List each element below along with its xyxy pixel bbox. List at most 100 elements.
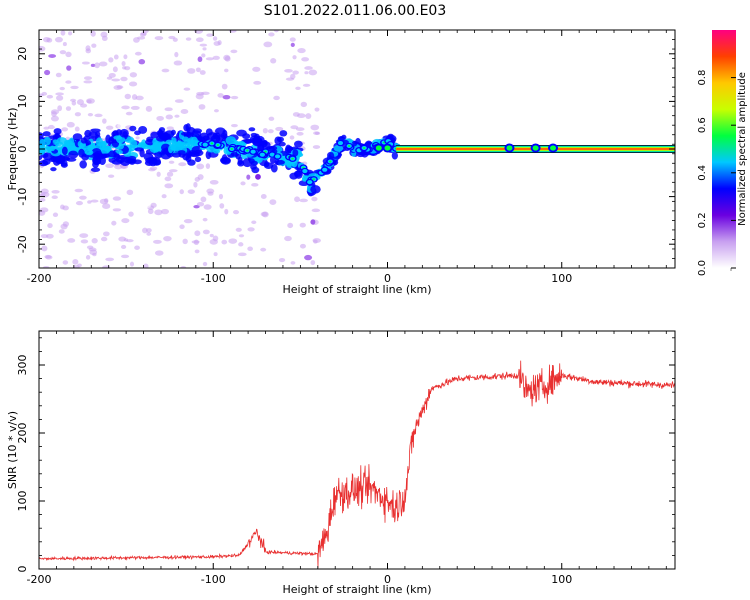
spectrogram-faint-blob xyxy=(94,62,100,69)
spectrogram-faint-blob xyxy=(278,257,286,263)
spectrogram-faint-blob xyxy=(90,30,96,37)
spectrogram-ridge-blob xyxy=(225,136,236,145)
spectrogram-faint-blob xyxy=(133,37,140,43)
spectrogram-faint-blob xyxy=(253,80,262,85)
spectrogram-faint-blob xyxy=(207,191,214,196)
spectrogram-faint-blob xyxy=(123,238,129,242)
spectrogram-faint-blob xyxy=(198,104,206,110)
spectrogram-faint-blob xyxy=(99,198,109,205)
spectrogram-faint-blob xyxy=(238,234,245,238)
spectrogram-ridge-blob xyxy=(63,139,73,145)
spectrogram-ridge-blob xyxy=(137,142,147,148)
spectrogram-peak-inner xyxy=(269,152,275,157)
spectrogram-faint-blob xyxy=(108,57,114,63)
spectrogram-faint-blob xyxy=(59,86,65,91)
spectrogram-ridge-blob xyxy=(134,130,141,136)
spectrogram-faint-blob xyxy=(128,211,134,217)
spectrogram-ridge-blob xyxy=(144,160,154,166)
spectrogram-faint-blob xyxy=(86,245,94,250)
spectrogram-faint-blob xyxy=(197,56,203,63)
spectrogram-faint-blob xyxy=(138,59,146,65)
spectrogram-faint-blob xyxy=(123,54,128,60)
spectrogram-faint-blob xyxy=(134,51,142,56)
spectrogram-faint-blob xyxy=(284,235,292,242)
spectrogram-faint-blob xyxy=(90,63,96,67)
spectrogram-faint-blob xyxy=(143,203,151,209)
colorbar-tick-label: 0.4 xyxy=(697,165,708,181)
spectrogram-faint-blob xyxy=(174,51,179,58)
spectrogram-peak-core xyxy=(210,142,214,145)
snr-ytick-label: 300 xyxy=(16,355,29,376)
spectrogram-ridge-blob xyxy=(183,124,189,132)
spectrogram-faint-blob xyxy=(65,106,72,111)
spectrogram-ridge-blob xyxy=(219,156,231,164)
spectrogram-ridge-blob xyxy=(192,149,204,157)
spectrogram-faint-blob xyxy=(39,45,46,52)
spectrogram-ridge-blob xyxy=(79,142,87,149)
snr-xtick-label: 100 xyxy=(551,573,572,586)
spectrogram-faint-blob xyxy=(62,221,70,227)
spectrogram-faint-blob xyxy=(105,257,115,262)
spectrogram-faint-blob xyxy=(202,229,210,235)
spectrogram-ridge-blob xyxy=(275,159,285,165)
spectrogram-ridge-blob xyxy=(262,140,268,145)
spectrogram-faint-blob xyxy=(161,208,170,215)
spectrogram-faint-blob xyxy=(101,35,108,41)
spectrogram-peak-inner xyxy=(322,167,328,172)
spectrogram-ridge-blob xyxy=(72,133,83,141)
spectrogram-faint-blob xyxy=(292,55,297,60)
spectrogram-faint-blob xyxy=(124,93,131,100)
spectrogram-ridge-blob xyxy=(47,135,59,140)
spectrogram-faint-blob xyxy=(199,43,208,47)
spectrogram-faint-blob xyxy=(142,227,148,234)
spectrogram-ridge-blob xyxy=(79,160,87,169)
spectrogram-xlabel: Height of straight line (km) xyxy=(282,283,431,296)
spectrogram-faint-blob xyxy=(268,32,275,37)
spectrogram-faint-blob xyxy=(140,32,147,36)
spectrogram-faint-blob xyxy=(269,199,277,206)
spectrogram-faint-blob xyxy=(55,72,62,78)
spectrogram-ridge-blob xyxy=(80,137,88,144)
spectrogram-faint-blob xyxy=(289,37,296,42)
spectrogram-faint-blob xyxy=(90,199,99,203)
spectrogram-faint-blob xyxy=(117,123,125,129)
spectrogram-faint-blob xyxy=(194,30,204,34)
spectrogram-peak-inner xyxy=(337,141,344,146)
spectrogram-faint-blob xyxy=(150,202,157,208)
spectrogram-faint-blob xyxy=(187,68,196,74)
spectrogram-faint-blob xyxy=(55,92,64,96)
spectrogram-faint-blob xyxy=(202,217,208,222)
spectrogram-faint-blob xyxy=(168,160,175,164)
spectrogram-faint-blob xyxy=(221,239,228,245)
spectrogram-faint-blob xyxy=(179,189,184,195)
spectrogram-faint-blob xyxy=(183,87,191,91)
spectrogram-ridge-blob xyxy=(39,138,46,148)
spectrogram-faint-blob xyxy=(310,124,320,131)
spectrogram-faint-blob xyxy=(217,40,222,46)
spectrogram-ridge-blob xyxy=(337,136,346,141)
spectrogram-faint-blob xyxy=(129,261,135,267)
spectrogram-faint-blob xyxy=(310,219,316,225)
spectrogram-faint-blob xyxy=(205,57,214,61)
spectrogram-faint-blob xyxy=(112,66,118,73)
spectrogram-faint-blob xyxy=(145,105,153,112)
spectrogram-ytick-label: 10 xyxy=(16,94,29,108)
spectrogram-ridge-blob xyxy=(231,151,239,157)
colorbar-label: Normalized spectral amplitude xyxy=(737,72,748,226)
spectrogram-faint-blob xyxy=(166,171,174,177)
spectrogram-ridge-blob xyxy=(222,129,228,138)
spectrogram-faint-blob xyxy=(111,220,117,226)
spectrogram-ridge-blob xyxy=(42,131,51,137)
spectrogram-faint-blob xyxy=(102,265,111,268)
spectrogram-faint-blob xyxy=(44,69,51,76)
spectrogram-ridge-blob xyxy=(165,139,173,144)
spectrogram-xtick-label: -200 xyxy=(27,272,52,285)
spectrogram-faint-blob xyxy=(180,108,189,115)
spectrogram-faint-blob xyxy=(268,116,275,121)
spectrogram-faint-blob xyxy=(153,239,162,244)
spectrogram-faint-blob xyxy=(195,67,201,73)
spectrogram-ridge-blob xyxy=(60,159,68,167)
spectrogram-faint-blob xyxy=(57,105,63,112)
snr-frame xyxy=(38,330,676,570)
